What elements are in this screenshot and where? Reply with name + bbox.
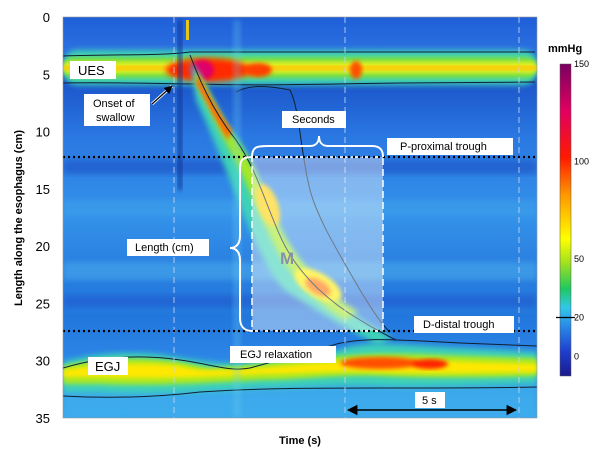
wave-contour — [189, 54, 397, 341]
y-tick-label: 25 — [36, 296, 50, 311]
peristaltic-wave — [189, 54, 397, 345]
colorbar-ticks: 150 100 50 20 0 — [556, 59, 589, 362]
ues-high-pressure-zone — [63, 50, 537, 86]
y-tick-label: 10 — [36, 125, 50, 140]
onset-label-line1: Onset of — [93, 98, 136, 110]
ues-label: UES — [78, 63, 105, 78]
colorbar-unit: mmHg — [548, 43, 582, 55]
p-proximal-trough-label: P-proximal trough — [400, 141, 487, 153]
y-tick-label: 5 — [43, 67, 50, 82]
annotation-labels: UES Onset of swallow Seconds P-proximal … — [70, 61, 514, 408]
y-tick-label: 30 — [36, 354, 50, 369]
ues-contour — [63, 51, 536, 86]
onset-label-line2: swallow — [96, 112, 135, 124]
time-gridlines — [173, 17, 520, 418]
five-second-label: 5 s — [422, 395, 437, 407]
colorbar-ramp — [559, 63, 572, 377]
colorbar-tick-label: 50 — [574, 254, 584, 264]
x-axis-title: Time (s) — [279, 435, 321, 447]
y-axis-ticks: 0 5 10 15 20 25 30 35 — [36, 10, 50, 426]
swallow-artifact-2 — [186, 20, 189, 40]
seconds-brace — [251, 135, 384, 158]
d-distal-trough-label: D-distal trough — [423, 319, 495, 331]
colorbar-tick-label: 100 — [574, 157, 589, 167]
length-brace — [229, 156, 253, 332]
length-label: Length (cm) — [135, 242, 194, 254]
egj-high-pressure-zone — [63, 339, 537, 398]
plot-frame — [62, 16, 538, 419]
seconds-label: Seconds — [292, 114, 335, 126]
onset-arrow-head — [151, 85, 173, 105]
egj-label: EGJ — [95, 359, 120, 374]
heatmap-area: M — [63, 17, 537, 418]
egj-relaxation-label: EGJ relaxation — [240, 349, 312, 361]
measurement-box — [251, 156, 384, 332]
y-tick-label: 0 — [43, 10, 50, 25]
swallow-artifact-3 — [233, 20, 241, 418]
colorbar-tick-label: 0 — [574, 352, 579, 362]
y-tick-label: 15 — [36, 182, 50, 197]
band-dark-2 — [63, 295, 537, 307]
colorbar: mmHg 150 100 50 20 0 — [548, 43, 589, 377]
colorbar-tick-label: 150 — [574, 59, 589, 69]
band-light-2 — [63, 200, 537, 216]
swallow-artifact-1 — [178, 20, 182, 190]
m-label: M — [280, 249, 294, 268]
y-tick-label: 35 — [36, 411, 50, 426]
y-tick-label: 20 — [36, 239, 50, 254]
colorbar-tick-label: 20 — [574, 313, 584, 323]
y-axis-title: Length along the esophagus (cm) — [13, 130, 25, 306]
